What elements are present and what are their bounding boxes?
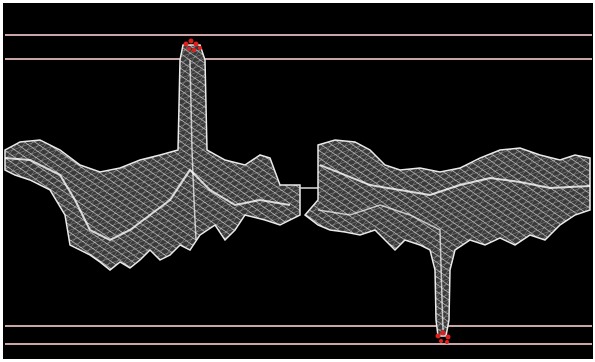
waveform-highlight xyxy=(319,164,591,197)
waveform-trace xyxy=(305,140,590,336)
waveform-highlight xyxy=(317,204,444,331)
waveform-highlight xyxy=(189,59,197,241)
peak-marker xyxy=(183,38,202,52)
waveform-highlight xyxy=(4,157,291,242)
peak-marker xyxy=(435,330,451,344)
waveform-right xyxy=(303,139,591,337)
waveform-trace xyxy=(5,45,300,270)
waveform-left xyxy=(4,44,318,271)
